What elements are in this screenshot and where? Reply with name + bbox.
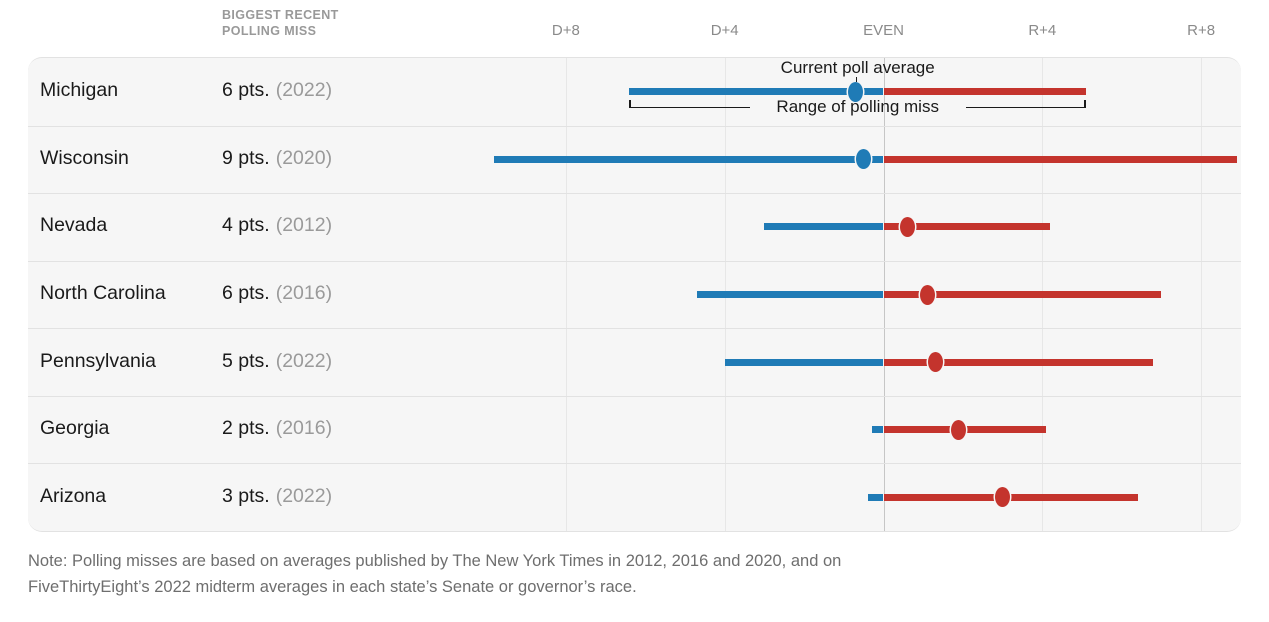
miss-year: (2022) [275,79,333,102]
axis-tick-label-r+8: R+8 [1187,22,1216,39]
row-divider [28,125,1241,127]
miss-year: (2012) [275,214,333,237]
state-label: Arizona [40,484,107,507]
polling-miss-label: 6 pts. (2016) [222,260,332,328]
miss-year: (2016) [275,281,333,304]
miss-value: 2 pts. [222,417,270,440]
row-divider [28,395,1241,397]
chart-plot-area [28,57,1241,532]
bar-dem-segment [724,358,884,366]
miss-value: 3 pts. [222,484,270,507]
polling-miss-label: 9 pts. (2020) [222,125,332,193]
range-bracket-left [629,106,750,109]
range-bracket-riser-left [629,99,631,108]
poll-average-dot [927,352,943,373]
polling-miss-label: 4 pts. (2012) [222,192,332,260]
row-divider [28,260,1241,262]
footnote: Note: Polling misses are based on averag… [28,548,841,600]
bar-dem-segment [629,88,884,96]
poll-average-pointer-line [855,77,858,82]
bar-rep-segment [883,291,1162,298]
miss-value: 4 pts. [222,214,270,237]
axis-tick-label-d+4: D+4 [710,22,739,39]
column-header-line1: BIGGEST RECENT [222,8,339,22]
poll-average-dot [995,487,1011,508]
column-header-biggest-recent-polling-miss: BIGGEST RECENT POLLING MISS [222,7,339,39]
bar-dem-segment [871,426,884,434]
miss-year: (2022) [275,484,333,507]
state-label: Pennsylvania [40,349,156,372]
miss-value: 6 pts. [222,79,270,102]
bar-rep-segment [883,223,1051,231]
gridline-r+8 [1201,58,1203,531]
poll-average-dot [951,419,967,440]
state-label: Wisconsin [40,146,129,169]
axis-tick-label-d+8: D+8 [551,22,580,39]
bar-dem-segment [867,493,884,501]
miss-year: (2022) [275,349,333,372]
bar-dem-segment [696,291,884,298]
polling-miss-label: 5 pts. (2022) [222,327,332,395]
bar-rep-segment [883,493,1138,501]
poll-average-dot [899,216,915,237]
polling-miss-label: 2 pts. (2016) [222,395,332,463]
polling-miss-label: 3 pts. (2022) [222,462,332,530]
miss-year: (2016) [275,417,333,440]
state-label: Georgia [40,417,110,440]
range-of-polling-miss-annotation: Range of polling miss [776,96,939,116]
poll-average-dot [848,81,864,102]
bar-dem-segment [764,223,884,231]
bar-rep-segment [883,358,1154,366]
miss-year: (2020) [275,146,333,169]
poll-average-annotation: Current poll average [780,58,935,77]
range-bracket-riser-right [1084,99,1086,108]
column-header-line2: POLLING MISS [222,24,317,38]
miss-value: 6 pts. [222,281,270,304]
miss-value: 9 pts. [222,146,270,169]
miss-value: 5 pts. [222,349,270,372]
state-label: Michigan [40,79,119,102]
row-divider [28,328,1241,330]
range-bracket-right [965,106,1086,109]
row-divider [28,463,1241,465]
axis-tick-label-even: EVEN [863,22,904,39]
footnote-line1: Note: Polling misses are based on averag… [28,552,842,570]
bar-rep-segment [883,88,1086,96]
gridline-d+8 [565,58,567,531]
poll-average-dot [919,284,935,305]
footnote-line2: FiveThirtyEight’s 2022 midterm averages … [28,578,637,596]
polling-miss-label: 6 pts. (2022) [222,57,332,125]
poll-average-dot [856,149,872,170]
row-divider [28,193,1241,195]
state-label: Nevada [40,214,108,237]
axis-tick-label-r+4: R+4 [1028,22,1057,39]
state-label: North Carolina [40,281,166,304]
bar-dem-segment [494,155,884,163]
bar-rep-segment [883,155,1237,163]
